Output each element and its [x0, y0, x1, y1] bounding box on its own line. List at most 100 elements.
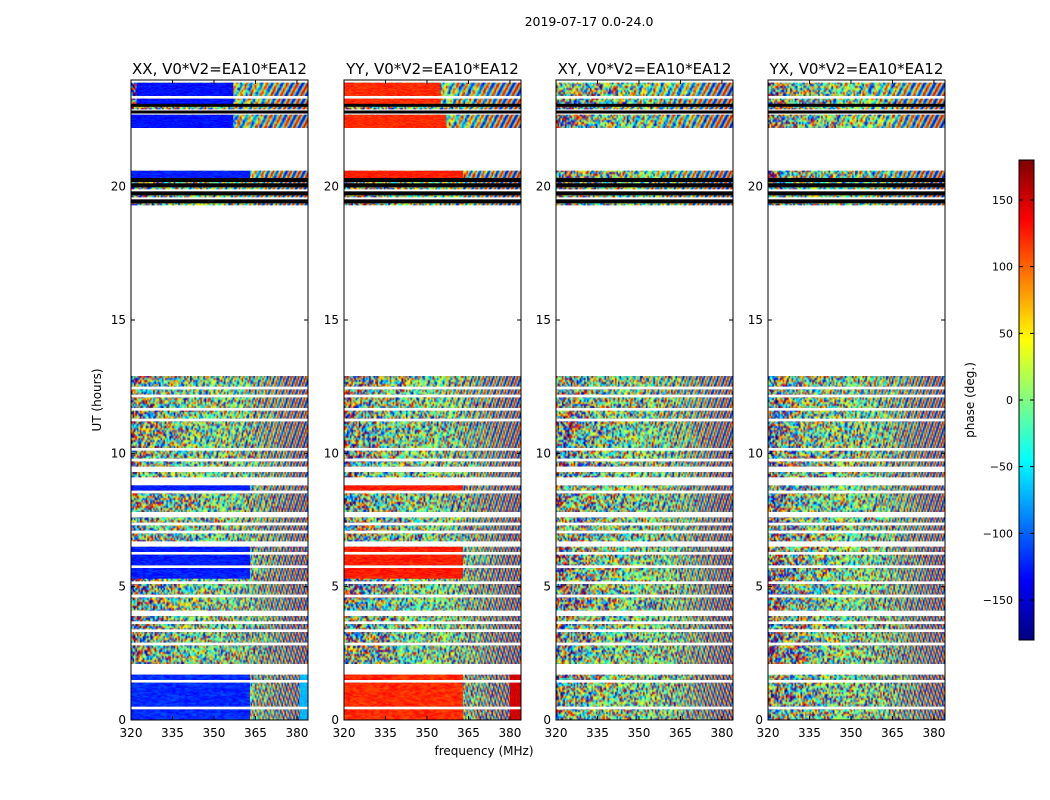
panel-3-ytick-label-0: 0	[543, 713, 551, 727]
panel-1-flag-line-top-1	[131, 110, 308, 114]
panel-3-heatmap	[556, 82, 733, 720]
panel-2-flag-line-2	[344, 191, 521, 196]
panel-2-xtick-label-365: 365	[457, 726, 480, 740]
panel-2-flag-line-top-2	[344, 103, 521, 107]
colorbar-tick-label-2: −50	[990, 461, 1013, 474]
panel-2-phase-band-2	[509, 666, 521, 720]
panel-3-flag-line-2	[556, 191, 733, 196]
colorbar-tick-label-0: −150	[983, 594, 1013, 607]
panel-3-flag-line-top-1	[556, 110, 733, 114]
panel-3-flag-line-top-2	[556, 103, 733, 107]
panel-4-title: YX, V0*V2=EA10*EA12	[769, 60, 944, 78]
panel-1-phase-band-2	[299, 666, 308, 720]
panel-2-heatmap	[344, 82, 521, 720]
panel-3-ytick-label-10: 10	[536, 446, 551, 460]
panel-3-flag-line-4	[556, 178, 733, 182]
colorbar-tick-label-5: 100	[992, 261, 1013, 274]
colorbar-ticks: −150 −100 −50 0 50 100 150	[983, 194, 1034, 607]
panel-1-xtick-label-380: 380	[285, 726, 308, 740]
panel-2-phase-band-1	[344, 666, 463, 720]
panel-2-frame	[343, 79, 522, 721]
panel-2-flag-line-3	[344, 183, 521, 188]
panel-1-xtick-label-335: 335	[161, 726, 184, 740]
y-axis-label: UT (hours)	[90, 368, 104, 431]
panel-1-xtick-label-365: 365	[244, 726, 267, 740]
panel-4-ytick-label-20: 20	[748, 180, 763, 194]
panel-2-ytick-label-5: 5	[331, 580, 339, 594]
panel-3-xtick-label-350: 350	[628, 726, 651, 740]
colorbar-tick-label-4: 50	[999, 327, 1013, 340]
panel-1-flag-line-4	[131, 178, 308, 182]
panel-2-phase-band-3	[344, 546, 463, 579]
panel-2-ytick-label-20: 20	[324, 180, 339, 194]
panel-1-phase-band-3	[131, 546, 250, 579]
panel-2-phase-band-5	[344, 170, 463, 179]
panel-3-xtick-label-335: 335	[586, 726, 609, 740]
panel-3-title: XY, V0*V2=EA10*EA12	[558, 60, 732, 78]
panel-1-ytick-label-5: 5	[118, 580, 126, 594]
panel-2-xtick-label-335: 335	[374, 726, 397, 740]
panel-3-ytick-label-5: 5	[543, 580, 551, 594]
colorbar-tick-label-6: 150	[992, 194, 1013, 207]
panel-4-flag-line-2	[768, 191, 945, 196]
panel-1-flag-line-1	[131, 199, 308, 204]
panel-4-flag-line-top-1	[768, 110, 945, 114]
panel-4-heatmap	[768, 82, 945, 720]
panel-3-xtick-label-320: 320	[545, 726, 568, 740]
panel-2-flag-line-top-1	[344, 110, 521, 114]
panel-4-flag-line-top-2	[768, 103, 945, 107]
panel-1-flag-line-2	[131, 191, 308, 196]
panel-2-flag-line-4	[344, 178, 521, 182]
colorbar-tick-label-3: 0	[1006, 394, 1013, 407]
panel-1-phase-band-4	[131, 484, 250, 491]
panel-2-phase-band-6	[344, 114, 447, 128]
panel-3-ytick-label-15: 15	[536, 313, 551, 327]
panel-2-ytick-label-15: 15	[324, 313, 339, 327]
panel-4-flag-line-3	[768, 183, 945, 188]
panel-2-ytick-label-0: 0	[331, 713, 339, 727]
panel-3-flag-line-3	[556, 183, 733, 188]
panel-1-xtick-label-350: 350	[203, 726, 226, 740]
panel-4-xtick-label-350: 350	[840, 726, 863, 740]
colorbar-label: phase (deg.)	[963, 362, 977, 438]
panel-1-ytick-label-10: 10	[111, 446, 126, 460]
panel-2-phase-band-7	[344, 82, 441, 104]
colorbar-tick-label-1: −100	[983, 527, 1013, 540]
panel-1-xtick-label-320: 320	[120, 726, 143, 740]
panel-4-xtick-label-335: 335	[798, 726, 821, 740]
panel-2-phase-band-4	[344, 484, 463, 491]
panel-1-ytick-label-0: 0	[118, 713, 126, 727]
panel-3-xtick-label-380: 380	[710, 726, 733, 740]
panel-1-flag-line-3	[131, 183, 308, 188]
panel-3-frame	[555, 79, 734, 721]
panel-1-frame	[130, 79, 309, 721]
panel-1-ytick-label-15: 15	[111, 313, 126, 327]
panel-2-xtick-label-320: 320	[333, 726, 356, 740]
panel-4-xtick-label-365: 365	[881, 726, 904, 740]
panel-4-frame	[767, 79, 946, 721]
panel-2-title: YY, V0*V2=EA10*EA12	[345, 60, 519, 78]
figure-suptitle: 2019-07-17 0.0-24.0	[525, 14, 654, 29]
panel-1-heatmap	[131, 82, 308, 720]
panel-3-xtick-label-365: 365	[669, 726, 692, 740]
panel-1-title: XX, V0*V2=EA10*EA12	[132, 60, 307, 78]
panel-4-flag-line-4	[768, 178, 945, 182]
panel-4-ytick-label-10: 10	[748, 446, 763, 460]
panel-3-ytick-label-20: 20	[536, 180, 551, 194]
panel-1-ytick-label-20: 20	[111, 180, 126, 194]
x-axis-label: frequency (MHz)	[434, 744, 533, 758]
panel-4-ytick-label-0: 0	[755, 713, 763, 727]
panel-2-xtick-label-380: 380	[498, 726, 521, 740]
panel-1-phase-band-1	[131, 666, 250, 720]
panel-4-xtick-label-380: 380	[922, 726, 945, 740]
panel-4-ytick-label-15: 15	[748, 313, 763, 327]
panel-2-flag-line-1	[344, 199, 521, 204]
panel-1-flag-line-top-2	[131, 103, 308, 107]
panel-4-ytick-label-5: 5	[755, 580, 763, 594]
panel-1-phase-band-7	[136, 82, 234, 104]
panel-2-xtick-label-350: 350	[416, 726, 439, 740]
panel-2-ytick-label-10: 10	[324, 446, 339, 460]
colorbar: −150 −100 −50 0 50 100 150 phase (deg.)	[963, 159, 1035, 641]
panel-3-flag-line-1	[556, 199, 733, 204]
